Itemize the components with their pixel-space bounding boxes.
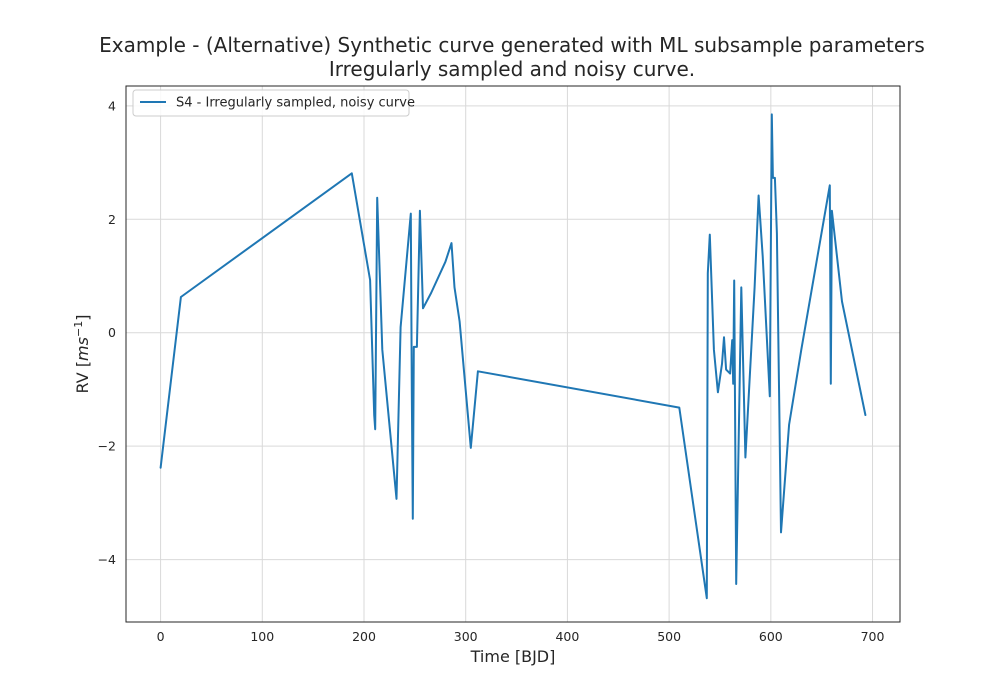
x-tick-label: 600 [759,629,783,644]
y-axis-label-unit: ms [73,337,92,361]
y-axis-label-suffix: ] [73,315,92,321]
legend-box [132,89,410,117]
legend: S4 - Irregularly sampled, noisy curve [132,89,415,117]
x-tick-label: 700 [861,629,885,644]
x-tick-label: 500 [657,629,681,644]
x-tick-label: 100 [250,629,274,644]
chart-title-line2: Irregularly sampled and noisy curve. [329,57,695,81]
chart-title-line1: Example - (Alternative) Synthetic curve … [99,33,925,57]
y-tick-label: 2 [108,212,116,227]
y-axis-label-prefix: RV [ [73,361,92,394]
y-axis-label: RV [ms−1] [72,315,92,394]
y-tick-label: −2 [98,439,116,454]
y-axis-ticks: −4 −2 0 2 4 [98,98,116,567]
y-tick-label: −4 [98,552,116,567]
series-line [159,113,867,600]
y-tick-label: 0 [108,325,116,340]
x-axis-ticks: 0 100 200 300 400 500 600 700 [157,629,885,644]
y-tick-label: 4 [108,98,116,113]
x-axis-label: Time [BJD] [470,647,556,666]
y-axis-label-exponent: −1 [72,321,85,337]
x-tick-label: 400 [555,629,579,644]
legend-label: S4 - Irregularly sampled, noisy curve [176,96,415,111]
plot-area-frame [125,85,901,623]
x-tick-label: 200 [352,629,376,644]
x-tick-label: 0 [157,629,165,644]
x-tick-label: 300 [454,629,478,644]
series-layer [159,113,867,600]
